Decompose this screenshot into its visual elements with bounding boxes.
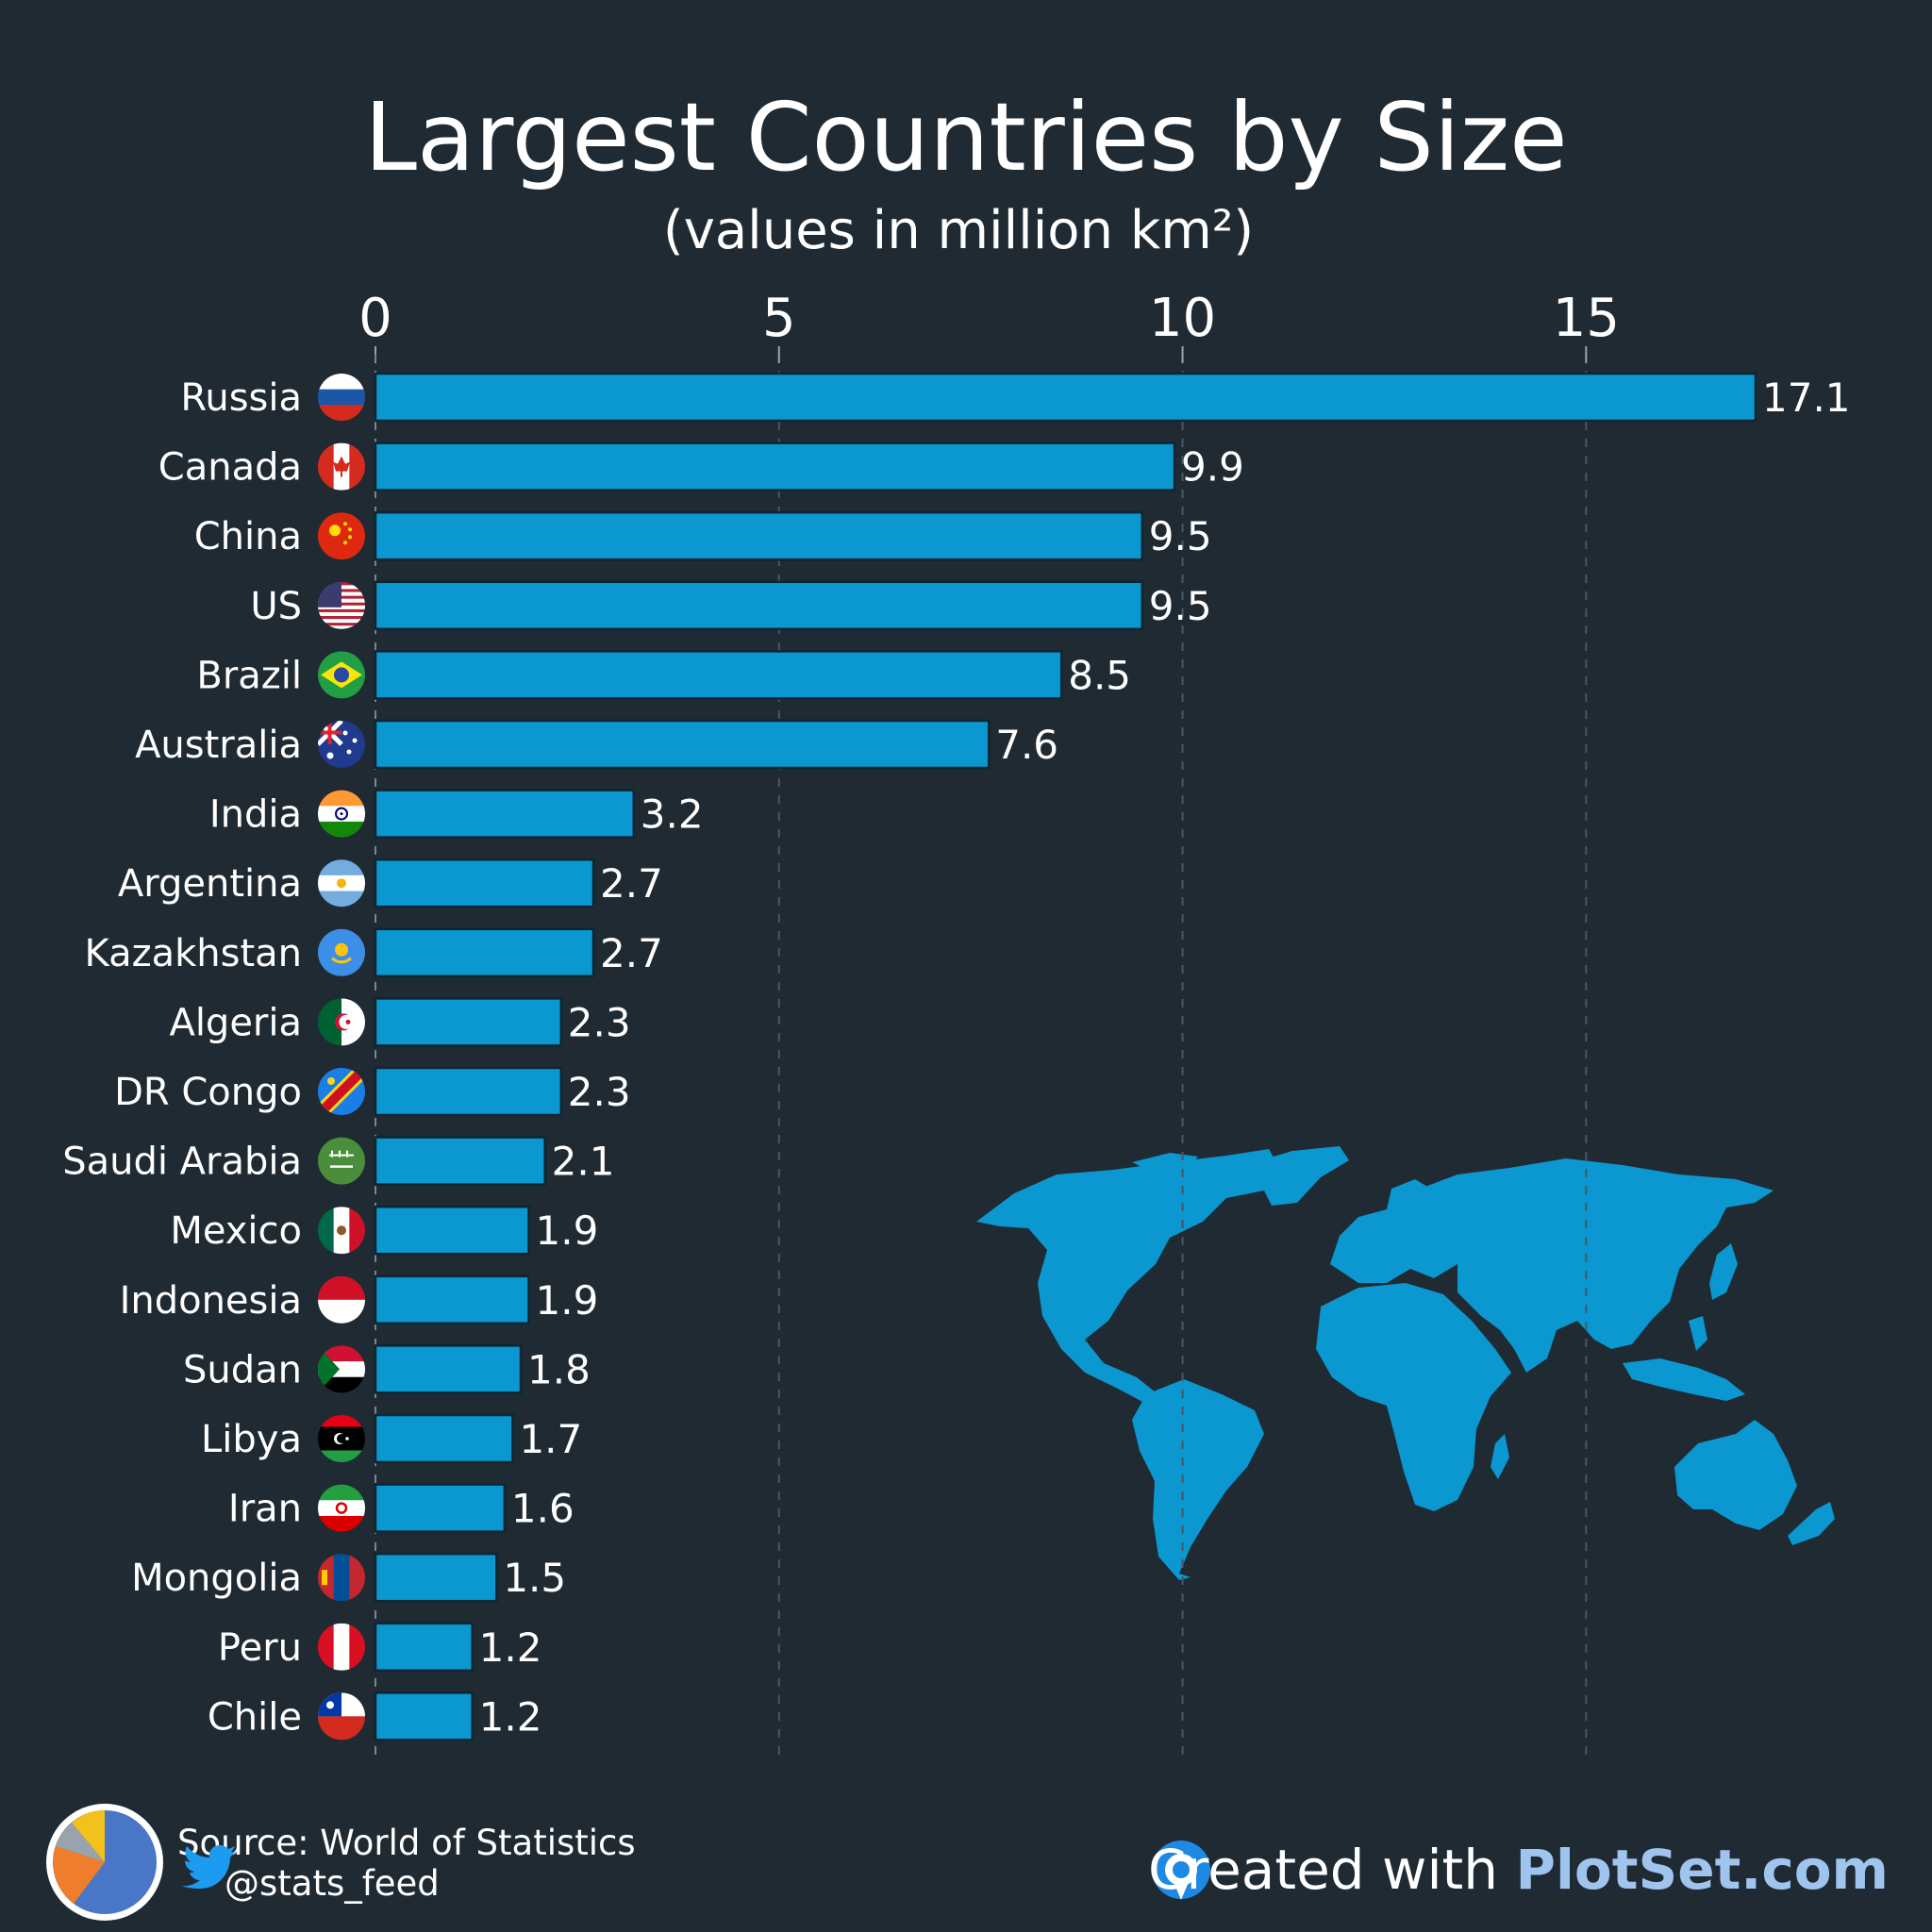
bar: [374, 1552, 498, 1603]
bar: [374, 580, 1144, 631]
bar: [374, 789, 636, 839]
bar: [374, 1066, 563, 1117]
bar-value-label: 8.5: [1068, 652, 1131, 698]
category-label: Sudan: [183, 1348, 302, 1391]
category-label: US: [250, 585, 302, 628]
bar-value-label: 1.6: [511, 1486, 575, 1532]
india-flag-icon: [318, 790, 365, 838]
us-flag-icon: [318, 581, 365, 629]
plotset-logo-icon: [1152, 1840, 1210, 1900]
chart-subtitle: (values in million km²): [663, 200, 1254, 261]
mongolia-flag-icon: [318, 1554, 365, 1602]
bar-value-label: 2.1: [552, 1139, 615, 1185]
sudan-flag-icon: [318, 1345, 365, 1393]
kazakhstan-flag-icon: [318, 928, 365, 976]
saudiarabia-flag-icon: [318, 1137, 365, 1185]
category-label: Chile: [208, 1695, 302, 1739]
russia-flag-icon: [318, 374, 365, 421]
world-map-silhouette: [976, 1146, 1835, 1580]
category-label: India: [209, 793, 302, 837]
bar-value-label: 1.7: [519, 1416, 582, 1462]
china-flag-icon: [318, 512, 365, 560]
category-label: DR Congo: [114, 1071, 302, 1114]
category-label: Mexico: [170, 1209, 302, 1253]
category-label: Australia: [135, 724, 302, 767]
bar-value-label: 9.5: [1149, 583, 1212, 629]
mexico-flag-icon: [318, 1207, 365, 1255]
category-label: Mongolia: [131, 1557, 302, 1600]
chart-title: Largest Countries by Size: [364, 82, 1567, 192]
x-tick-label: 5: [762, 288, 796, 349]
category-label: China: [194, 515, 302, 558]
indonesia-flag-icon: [318, 1275, 365, 1324]
peru-flag-icon: [318, 1623, 365, 1671]
bar: [374, 1691, 474, 1741]
bar: [374, 1483, 507, 1533]
twitter-bird-icon: [181, 1845, 236, 1889]
bar-value-label: 17.1: [1762, 375, 1851, 421]
category-label: Indonesia: [120, 1279, 302, 1323]
bar: [374, 1136, 546, 1186]
category-label: Argentina: [118, 862, 302, 906]
bar: [374, 510, 1144, 561]
bar-value-label: 9.9: [1181, 444, 1244, 491]
x-tick-label: 15: [1553, 288, 1620, 349]
iran-flag-icon: [318, 1484, 365, 1532]
bar: [374, 1274, 530, 1325]
bar-value-label: 2.3: [568, 1069, 631, 1115]
bar: [374, 1344, 523, 1394]
bar: [374, 650, 1063, 700]
bar-value-label: 1.2: [479, 1693, 542, 1740]
bar: [374, 858, 595, 908]
australia-flag-icon: [318, 721, 365, 768]
category-label: Russia: [180, 376, 302, 420]
category-label: Brazil: [196, 654, 302, 697]
category-label: Canada: [158, 446, 302, 490]
credit-brand-link[interactable]: PlotSet.com: [1516, 1838, 1890, 1902]
category-label: Algeria: [169, 1001, 302, 1044]
bar: [374, 1413, 514, 1464]
bar-value-label: 2.7: [600, 930, 663, 976]
canada-flag-icon: [318, 442, 365, 491]
bar-value-label: 1.9: [536, 1277, 599, 1324]
bar-value-label: 9.5: [1149, 513, 1212, 559]
bar-value-label: 1.5: [503, 1555, 566, 1601]
x-tick-label: 0: [358, 288, 392, 349]
source-label: Source: World of Statistics: [177, 1823, 636, 1863]
drcongo-flag-icon: [318, 1068, 365, 1115]
bar: [374, 1205, 530, 1256]
plot-area: 0 5 10 15 17.1 Russia 9.9 Canada 9.5 China 9.5 US 8.…: [62, 288, 1851, 1757]
argentina-flag-icon: [318, 859, 365, 908]
x-tick-label: 10: [1149, 288, 1216, 349]
credit-line: Created with PlotSet.com: [1148, 1838, 1889, 1902]
bar: [374, 927, 595, 978]
bar: [374, 441, 1176, 491]
bar-value-label: 1.9: [536, 1208, 599, 1254]
bar: [374, 997, 563, 1047]
brazil-flag-icon: [318, 651, 365, 699]
chile-flag-icon: [318, 1692, 365, 1740]
category-label: Saudi Arabia: [62, 1141, 302, 1184]
libya-flag-icon: [318, 1415, 365, 1462]
algeria-flag-icon: [318, 998, 365, 1046]
bar: [374, 719, 991, 770]
bar-value-label: 1.8: [527, 1346, 591, 1392]
bar-value-label: 7.6: [995, 722, 1058, 768]
category-label: Peru: [218, 1626, 302, 1670]
category-label: Iran: [228, 1488, 302, 1531]
bar: [374, 372, 1757, 423]
bar-value-label: 2.3: [568, 999, 631, 1045]
twitter-handle: @stats_feed: [225, 1863, 440, 1904]
category-label: Libya: [201, 1418, 302, 1461]
pie-chart-logo-icon: [46, 1804, 163, 1921]
credit-prefix: Created with: [1148, 1838, 1515, 1902]
category-label: Kazakhstan: [85, 932, 302, 975]
bar-value-label: 3.2: [641, 791, 704, 838]
bar: [374, 1622, 474, 1673]
bar-value-label: 2.7: [600, 860, 663, 907]
footer: Source: World of Statistics @stats_feed …: [46, 1804, 1889, 1921]
bar-value-label: 1.2: [479, 1624, 542, 1671]
